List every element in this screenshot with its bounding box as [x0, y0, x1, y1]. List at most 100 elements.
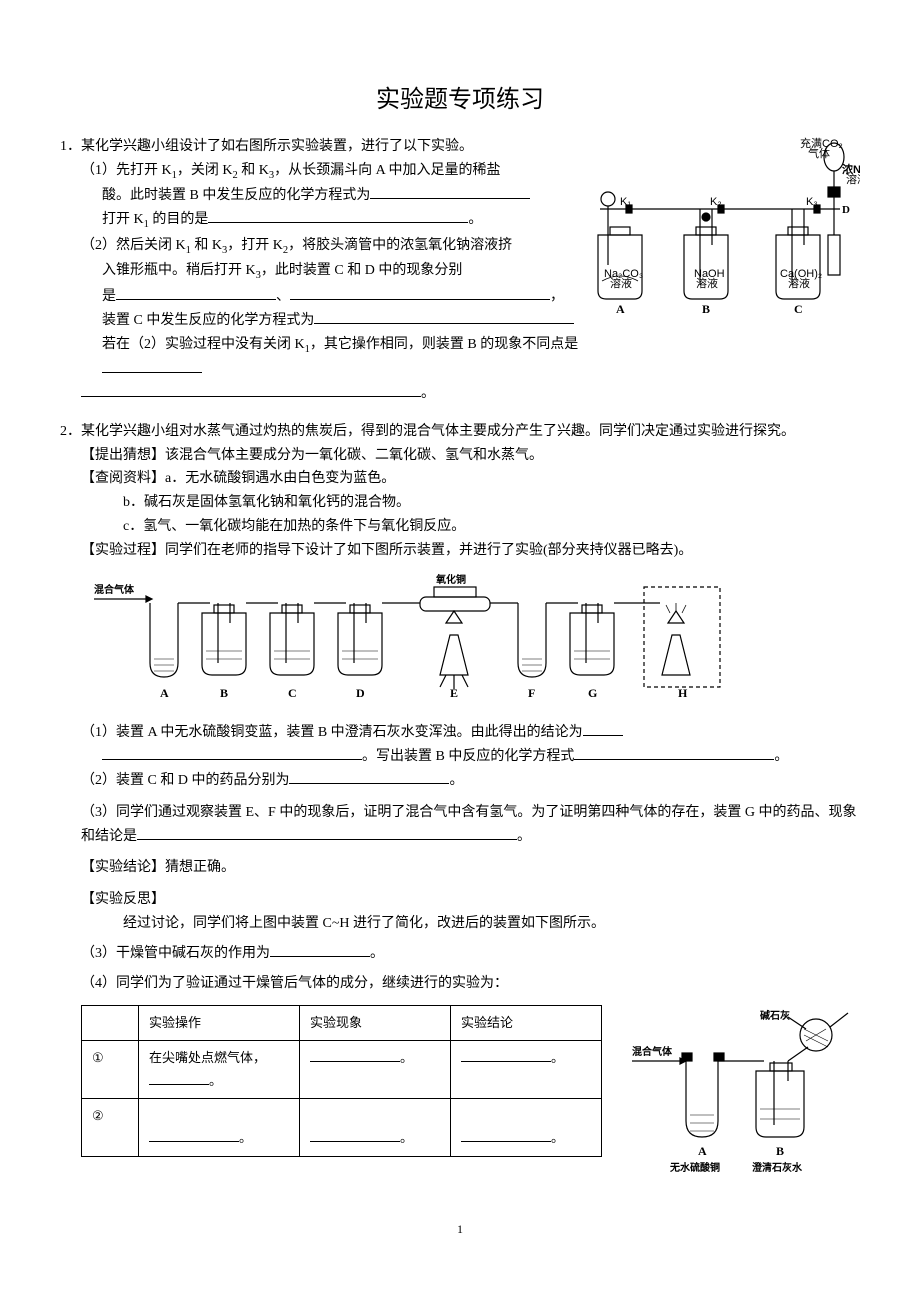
svg-text:E: E: [450, 686, 458, 700]
svg-text:混合气体: 混合气体: [94, 583, 135, 596]
ref-b: b．碱石灰是固体氢氧化钠和氧化钙的混合物。: [123, 495, 410, 510]
svg-text:溶液: 溶液: [610, 276, 632, 290]
svg-text:A: A: [698, 1144, 707, 1158]
blank: [116, 285, 276, 300]
svg-text:A: A: [616, 302, 625, 316]
q1-p2-l2a: 入锥形瓶中。稍后打开 K: [102, 263, 256, 278]
q1-p2-l5b: ，其它操作相同，则装置 B 的现象不同点是: [310, 337, 578, 352]
th-conc: 实验结论: [451, 1006, 602, 1041]
svg-text:溶液: 溶液: [846, 172, 860, 186]
question-2: 2．某化学兴趣小组对水蒸气通过灼热的焦炭后，得到的混合气体主要成分产生了兴趣。同…: [60, 420, 860, 1190]
svg-text:C: C: [794, 302, 803, 316]
svg-text:C: C: [288, 686, 297, 700]
q1-p1-c: 和 K: [238, 163, 269, 178]
blank: [370, 184, 530, 199]
svg-text:G: G: [588, 686, 597, 700]
row2-phen: 。: [300, 1098, 451, 1156]
question-1: 充满CO₂ 气体 浓NaOH 溶液 K₁ K₂ K₃ D: [60, 135, 860, 406]
row2-conc: 。: [451, 1098, 602, 1156]
q1-p1-b: ，关闭 K: [177, 163, 233, 178]
svg-text:B: B: [220, 686, 228, 700]
row1-op-text: 在尖嘴处点燃气体，: [149, 1050, 266, 1065]
blank: [461, 1128, 551, 1142]
conc-label: 【实验结论】: [81, 860, 165, 875]
refl-text: 经过讨论，同学们将上图中装置 C~H 进行了简化，改进后的装置如下图所示。: [123, 916, 605, 931]
hyp-label: 【提出猜想】: [81, 448, 165, 463]
blank: [461, 1048, 551, 1062]
ref-label: 【查阅资料】: [81, 471, 165, 486]
blank: [149, 1128, 239, 1142]
row1-phen: 。: [300, 1041, 451, 1098]
svg-text:H: H: [678, 686, 688, 700]
svg-text:D: D: [842, 204, 850, 216]
blank: [574, 745, 774, 760]
ref-a: a．无水硫酸铜遇水由白色变为蓝色。: [165, 471, 395, 486]
svg-text:气体: 气体: [808, 146, 830, 160]
q1-line3b: 的目的是: [149, 212, 209, 227]
proc-label: 【实验过程】: [81, 543, 165, 558]
q1-p2-l2b: ，此时装置 C 和 D 中的现象分别: [261, 263, 462, 278]
q1-num: 1．: [60, 139, 81, 154]
blank: [310, 1048, 400, 1062]
q1-p2d: ，将胶头滴管中的浓氢氧化钠溶液挤: [288, 238, 512, 253]
q1-p2a: （2）然后关闭 K: [81, 238, 186, 253]
row1-conc: 。: [451, 1041, 602, 1098]
svg-text:氧化铜: 氧化铜: [435, 573, 466, 586]
q1-p2-l4: 装置 C 中发生反应的化学方程式为: [102, 313, 314, 328]
apparatus-diagram-2: 混合气体 A B C: [90, 563, 770, 713]
apparatus-diagram-3: 碱石灰 混合气体 A 无水硫酸铜: [630, 999, 860, 1189]
svg-text:A: A: [160, 686, 169, 700]
blank: [208, 208, 468, 223]
apparatus-diagram-1: 充满CO₂ 气体 浓NaOH 溶液 K₁ K₂ K₃ D: [590, 135, 860, 340]
blank: [149, 1071, 209, 1085]
q2-p1: （1）装置 A 中无水硫酸铜变蓝，装置 B 中澄清石灰水变浑浊。由此得出的结论为: [81, 725, 583, 740]
row2-idx: ②: [82, 1098, 139, 1156]
proc-text: 同学们在老师的指导下设计了如下图所示装置，并进行了实验(部分夹持仪器已略去)。: [165, 543, 692, 558]
blank: [102, 358, 202, 373]
blank: [289, 769, 449, 784]
svg-text:碱石灰: 碱石灰: [760, 1009, 790, 1022]
svg-text:混合气体: 混合气体: [632, 1045, 673, 1058]
blank: [270, 942, 370, 957]
hyp-text: 该混合气体主要成分为一氧化碳、二氧化碳、氢气和水蒸气。: [165, 448, 543, 463]
q1-p1-a: （1）先打开 K: [81, 163, 172, 178]
q1-line2: 酸。此时装置 B 中发生反应的化学方程式为: [102, 188, 370, 203]
svg-text:溶液: 溶液: [696, 276, 718, 290]
experiment-table: 实验操作 实验现象 实验结论 ① 在尖嘴处点燃气体，。 。 。 ② 。 。 。: [81, 1005, 602, 1156]
q2-p2: （2）装置 C 和 D 中的药品分别为: [81, 773, 289, 788]
svg-text:F: F: [528, 686, 535, 700]
blank: [310, 1128, 400, 1142]
svg-text:无水硫酸铜: 无水硫酸铜: [669, 1161, 720, 1174]
q2-intro: 某化学兴趣小组对水蒸气通过灼热的焦炭后，得到的混合气体主要成分产生了兴趣。同学们…: [81, 424, 795, 439]
blank: [81, 382, 421, 397]
th-op: 实验操作: [139, 1006, 300, 1041]
svg-text:B: B: [702, 302, 710, 316]
q2-p1b: 。写出装置 B 中反应的化学方程式: [362, 749, 574, 764]
th-phen: 实验现象: [300, 1006, 451, 1041]
ref-c: c．氢气、一氧化碳均能在加热的条件下与氧化铜反应。: [123, 519, 465, 534]
q2-p4: （4）同学们为了验证通过干燥管后气体的成分，继续进行的实验为：: [81, 976, 508, 991]
q2-p3b: （3）干燥管中碱石灰的作用为: [81, 946, 270, 961]
svg-text:D: D: [356, 686, 365, 700]
refl-label: 【实验反思】: [81, 892, 165, 907]
q1-p2-l3: 是: [102, 289, 116, 304]
blank: [290, 285, 550, 300]
q1-line3a: 打开 K: [102, 212, 144, 227]
q1-p2-l5a: 若在（2）实验过程中没有关闭 K: [102, 337, 305, 352]
row1-idx: ①: [82, 1041, 139, 1098]
blank: [102, 745, 362, 760]
page-number: 1: [60, 1219, 860, 1239]
svg-text:溶液: 溶液: [788, 276, 810, 290]
q1-p2c: ，打开 K: [227, 238, 283, 253]
q1-p1-d: ，从长颈漏斗向 A 中加入足量的稀盐: [274, 163, 500, 178]
q2-num: 2．: [60, 424, 81, 439]
q1-p2b: 和 K: [191, 238, 222, 253]
svg-text:B: B: [776, 1144, 784, 1158]
q1-intro: 某化学兴趣小组设计了如右图所示实验装置，进行了以下实验。: [81, 139, 473, 154]
row1-op: 在尖嘴处点燃气体，。: [139, 1041, 300, 1098]
row2-op: 。: [139, 1098, 300, 1156]
conc-text: 猜想正确。: [165, 860, 235, 875]
blank: [137, 825, 517, 840]
page-title: 实验题专项练习: [60, 80, 860, 121]
svg-text:澄清石灰水: 澄清石灰水: [752, 1161, 803, 1174]
